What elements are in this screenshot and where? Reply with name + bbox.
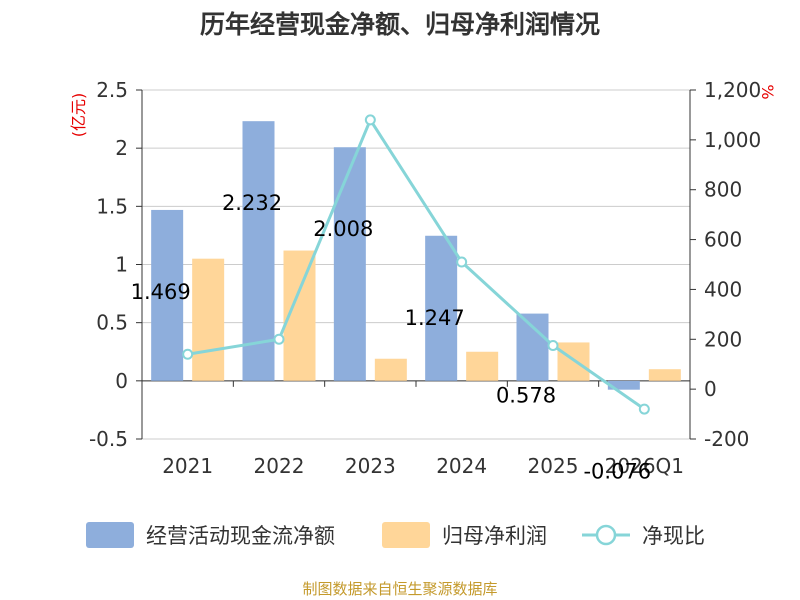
ratio-point [547,340,559,352]
ratio-point [456,256,468,268]
legend-label-cashflow: 经营活动现金流净额 [146,524,335,548]
data-label-cashflow: 1.247 [405,306,465,330]
bar-profit [374,358,407,381]
left-axis-unit: (亿元) [69,93,88,138]
right-axis-tick-label: 200 [704,327,742,351]
left-axis-tick-label: 0 [115,369,128,393]
bar-cashflow [516,313,549,381]
right-axis-tick-label: 800 [704,178,742,202]
right-axis-tick-label: 600 [704,228,742,252]
x-axis-tick-label: 2024 [436,454,487,478]
ratio-point [182,348,194,360]
ratio-point [638,403,650,415]
legend-marker-ratio [595,524,617,546]
legend-item-ratio[interactable]: 净现比 [582,524,705,548]
bar-profit [648,369,681,381]
legend-label-profit: 归母净利润 [442,524,547,548]
x-axis-tick-label: 2023 [345,454,396,478]
legend-label-ratio: 净现比 [642,524,705,548]
legend-swatch-profit [382,522,430,548]
data-label-cashflow: 2.232 [222,191,282,215]
data-label-cashflow: 0.578 [496,384,556,408]
x-axis-tick-label: 2022 [254,454,305,478]
right-axis-tick-label: 1,000 [704,128,761,152]
ratio-line [182,114,650,415]
right-axis-tick-label: 0 [704,377,717,401]
chart-title: 历年经营现金净额、归母净利润情况 [200,10,600,39]
ratio-point [273,333,285,345]
x-axis-tick-label: 2025 [528,454,579,478]
bar-cashflow [333,147,366,381]
bar-profit [466,351,499,381]
legend: 经营活动现金流净额 归母净利润 净现比 [86,522,705,548]
x-axis-tick-label: 2026Q1 [605,454,684,478]
legend-item-cashflow[interactable]: 经营活动现金流净额 [86,522,335,548]
axes: -0.5 0 0.5 1 1.5 2 2.5 -200 0 200 400 600 800 1,000 1,… [89,78,761,478]
source-note: 制图数据来自恒生聚源数据库 [302,580,497,598]
left-axis-tick-label: 1.5 [96,194,128,218]
bars [151,121,681,390]
left-axis-tick-label: -0.5 [89,427,128,451]
bar-cashflow [151,209,184,381]
left-axis-tick-label: 0.5 [96,311,128,335]
right-axis-tick-label: -200 [704,427,749,451]
ratio-line-path [187,118,646,411]
bar-cashflow [425,235,458,381]
bar-cashflow [242,121,275,381]
right-axis-tick-label: 1,200 [704,78,761,102]
data-label-cashflow: -0.076 [583,460,651,484]
bar-cashflow [607,380,640,390]
right-axis-unit: % [758,84,777,99]
data-labels: 1.469 2.232 2.008 1.247 0.578 -0.076 [131,191,652,483]
bar-profit [557,342,590,381]
legend-swatch-cashflow [86,522,134,548]
left-axis-tick-label: 2 [115,136,128,160]
legend-item-profit[interactable]: 归母净利润 [382,522,547,548]
right-axis-tick-label: 400 [704,277,742,301]
bar-profit [192,258,225,381]
data-label-cashflow: 1.469 [131,280,191,304]
x-axis-tick-label: 2021 [162,454,213,478]
left-axis-tick-label: 1 [115,253,128,277]
ratio-point [364,114,376,126]
data-label-cashflow: 2.008 [313,217,373,241]
left-axis-tick-label: 2.5 [96,78,128,102]
